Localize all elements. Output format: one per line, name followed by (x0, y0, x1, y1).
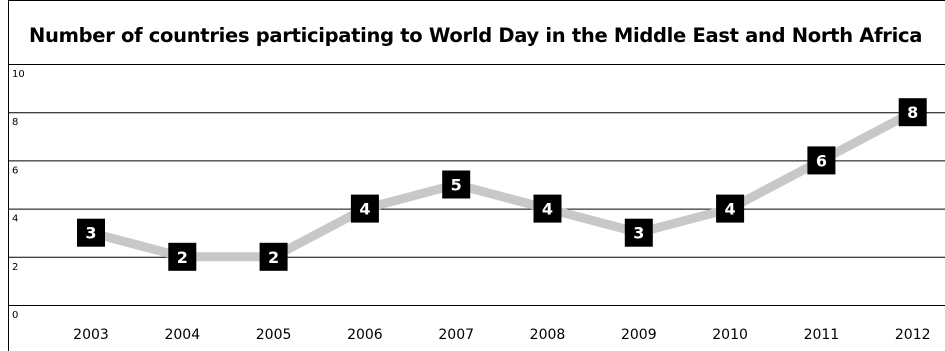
y-tick-label: 8 (12, 117, 18, 128)
data-point-marker (898, 98, 927, 127)
chart-frame (8, 0, 945, 351)
y-tick-label: 4 (12, 214, 18, 225)
x-tick-label: 2011 (804, 327, 840, 343)
data-label: 5 (451, 176, 462, 195)
x-tick-label: 2003 (73, 327, 109, 343)
y-tick-label: 0 (12, 310, 18, 321)
data-label: 3 (633, 224, 644, 243)
chart-title: Number of countries participating to Wor… (29, 24, 923, 47)
data-point-marker (807, 146, 836, 175)
data-point-marker (350, 194, 379, 223)
data-point-marker (533, 194, 562, 223)
data-point-marker (624, 218, 653, 247)
x-tick-label: 2005 (256, 327, 292, 343)
x-tick-label: 2008 (530, 327, 566, 343)
data-label: 4 (542, 200, 553, 219)
x-tick-label: 2007 (438, 327, 474, 343)
data-label: 8 (907, 103, 918, 122)
x-tick-label: 2009 (621, 327, 657, 343)
data-label: 4 (725, 200, 736, 219)
y-tick-label: 6 (12, 165, 18, 176)
data-label: 3 (85, 224, 96, 243)
y-tick-label: 10 (12, 69, 25, 80)
data-point-marker (442, 170, 471, 199)
data-label: 6 (816, 151, 827, 170)
x-tick-label: 2010 (712, 327, 748, 343)
x-tick-label: 2012 (895, 327, 931, 343)
data-label: 2 (268, 248, 279, 267)
x-tick-label: 2004 (164, 327, 200, 343)
data-label: 4 (359, 200, 370, 219)
series-line (86, 107, 918, 262)
data-point-marker (259, 242, 288, 271)
data-label: 2 (177, 248, 188, 267)
x-tick-label: 2006 (347, 327, 383, 343)
data-point-marker (716, 194, 745, 223)
data-point-marker (77, 218, 105, 247)
y-tick-label: 2 (12, 262, 18, 273)
data-point-marker (168, 242, 197, 271)
